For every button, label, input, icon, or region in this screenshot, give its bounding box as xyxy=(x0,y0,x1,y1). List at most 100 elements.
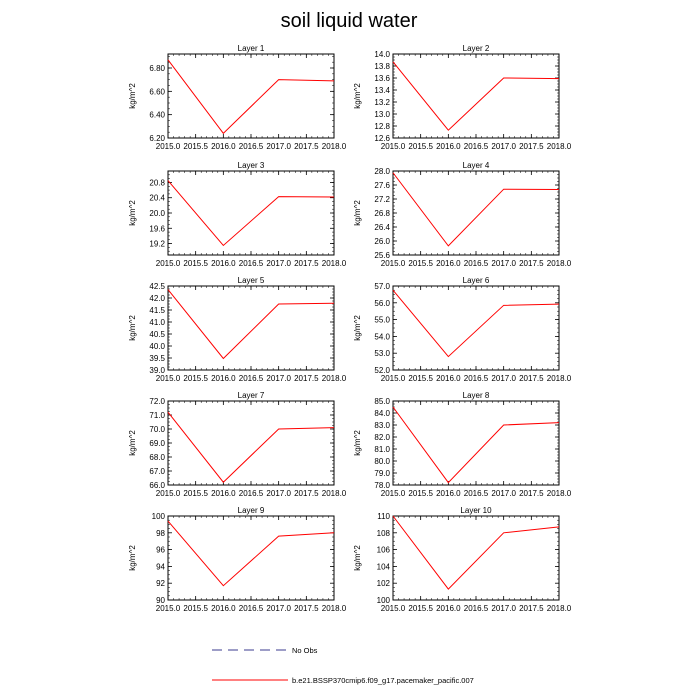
y-tick-label: 92 xyxy=(156,579,165,588)
y-tick-label: 57.0 xyxy=(374,282,390,291)
series-line-0 xyxy=(392,515,560,590)
panel-title: Layer 9 xyxy=(238,506,265,515)
x-tick-label: 2017.0 xyxy=(491,259,516,268)
y-tick-label: 39.5 xyxy=(149,354,165,363)
y-tick-label: 13.6 xyxy=(374,74,390,83)
panel-title: Layer 10 xyxy=(460,506,492,515)
y-axis-label: kg/m^2 xyxy=(353,200,362,226)
y-tick-label: 79.0 xyxy=(374,469,390,478)
y-tick-label: 26.4 xyxy=(374,223,390,232)
x-tick-label: 2015.5 xyxy=(408,374,433,383)
y-tick-label: 98 xyxy=(156,529,165,538)
y-tick-label: 13.0 xyxy=(374,110,390,119)
x-tick-label: 2016.5 xyxy=(239,142,264,151)
x-tick-label: 2018.0 xyxy=(547,259,572,268)
x-tick-label: 2015.5 xyxy=(183,259,208,268)
x-tick-label: 2016.0 xyxy=(436,142,461,151)
x-tick-label: 2015.0 xyxy=(156,142,181,151)
x-tick-label: 2017.5 xyxy=(294,604,319,613)
x-tick-label: 2017.5 xyxy=(519,142,544,151)
y-tick-label: 84.0 xyxy=(374,409,390,418)
x-tick-label: 2017.5 xyxy=(294,374,319,383)
x-tick-label: 2016.0 xyxy=(436,259,461,268)
series-line-0 xyxy=(167,180,335,247)
y-tick-label: 14.0 xyxy=(374,50,390,59)
y-tick-label: 26.0 xyxy=(374,237,390,246)
y-tick-label: 69.0 xyxy=(149,439,165,448)
x-tick-label: 2016.5 xyxy=(239,259,264,268)
panel-frame xyxy=(167,170,335,256)
x-tick-label: 2017.0 xyxy=(491,604,516,613)
y-tick-label: 27.6 xyxy=(374,181,390,190)
y-tick-label: 20.0 xyxy=(149,209,165,218)
x-tick-label: 2016.5 xyxy=(239,489,264,498)
x-tick-label: 2017.0 xyxy=(266,374,291,383)
x-tick-label: 2015.5 xyxy=(183,489,208,498)
panel-title: Layer 8 xyxy=(463,391,490,400)
panel-title: Layer 3 xyxy=(238,161,265,170)
y-tick-label: 100 xyxy=(152,512,166,521)
series-line-0 xyxy=(392,61,560,131)
x-tick-label: 2016.5 xyxy=(239,604,264,613)
series-line-0 xyxy=(167,59,335,135)
y-tick-label: 94 xyxy=(156,562,165,571)
y-axis-label: kg/m^2 xyxy=(128,430,137,456)
panel-title: Layer 4 xyxy=(463,161,490,170)
y-tick-label: 6.20 xyxy=(149,134,165,143)
x-tick-label: 2015.0 xyxy=(381,142,406,151)
y-tick-label: 42.0 xyxy=(149,294,165,303)
x-tick-label: 2017.5 xyxy=(294,142,319,151)
y-tick-label: 106 xyxy=(377,546,391,555)
y-tick-label: 6.60 xyxy=(149,87,165,96)
x-tick-label: 2016.5 xyxy=(464,489,489,498)
panel-title: Layer 7 xyxy=(238,391,265,400)
x-tick-label: 2018.0 xyxy=(547,374,572,383)
x-tick-label: 2018.0 xyxy=(322,142,347,151)
x-tick-label: 2017.0 xyxy=(266,604,291,613)
y-tick-label: 25.6 xyxy=(374,251,390,260)
series-line-0 xyxy=(167,411,335,483)
y-tick-label: 110 xyxy=(377,512,390,521)
y-tick-label: 53.0 xyxy=(374,349,390,358)
y-tick-label: 27.2 xyxy=(374,195,390,204)
x-tick-label: 2016.0 xyxy=(436,374,461,383)
y-axis-label: kg/m^2 xyxy=(353,83,362,109)
x-tick-label: 2015.0 xyxy=(156,374,181,383)
y-tick-label: 41.5 xyxy=(149,306,165,315)
panel-frame xyxy=(392,515,560,601)
y-axis-label: kg/m^2 xyxy=(128,315,137,341)
legend-no-obs-label: No Obs xyxy=(292,646,318,655)
y-tick-label: 90 xyxy=(156,596,165,605)
x-tick-label: 2018.0 xyxy=(322,259,347,268)
y-tick-label: 108 xyxy=(377,529,391,538)
x-tick-label: 2015.0 xyxy=(156,259,181,268)
panel-title: Layer 6 xyxy=(463,276,490,285)
x-tick-label: 2017.5 xyxy=(294,489,319,498)
x-tick-label: 2016.5 xyxy=(464,142,489,151)
y-axis-label: kg/m^2 xyxy=(353,545,362,571)
y-tick-label: 83.0 xyxy=(374,421,390,430)
x-tick-label: 2017.5 xyxy=(294,259,319,268)
x-tick-label: 2015.5 xyxy=(183,604,208,613)
panel-title: Layer 5 xyxy=(238,276,265,285)
x-tick-label: 2016.5 xyxy=(464,604,489,613)
y-axis-label: kg/m^2 xyxy=(128,545,137,571)
series-line-0 xyxy=(392,172,560,247)
y-tick-label: 41.0 xyxy=(149,318,165,327)
x-tick-label: 2018.0 xyxy=(322,489,347,498)
x-tick-label: 2017.5 xyxy=(519,374,544,383)
y-tick-label: 13.2 xyxy=(374,98,390,107)
y-tick-label: 81.0 xyxy=(374,445,390,454)
series-line-0 xyxy=(392,289,560,358)
y-tick-label: 19.2 xyxy=(149,240,165,249)
x-tick-label: 2015.0 xyxy=(156,489,181,498)
x-tick-label: 2017.5 xyxy=(519,489,544,498)
y-tick-label: 66.0 xyxy=(149,481,165,490)
